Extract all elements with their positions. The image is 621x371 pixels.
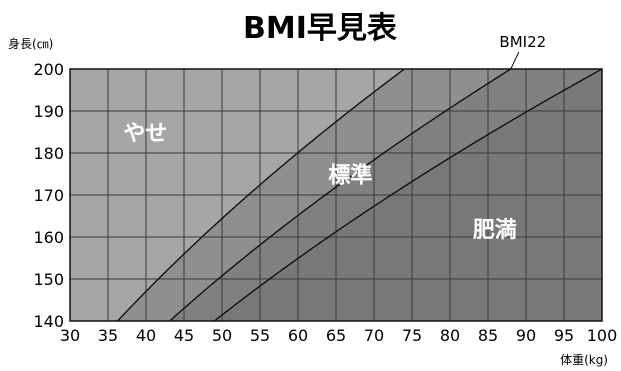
x-axis-label: 体重(kg) [560,353,608,367]
x-tick-label-85: 85 [478,326,498,345]
x-tick-label-35: 35 [98,326,118,345]
y-tick-labels: 140 150 160 170 180 190 200 [33,60,64,331]
y-tick-label-200: 200 [33,60,64,79]
x-tick-labels: 30 35 40 45 50 55 60 65 70 75 80 85 90 95 100 [60,326,617,345]
plot-frame [69,68,603,322]
region-label-1: やせ [123,121,167,146]
y-tick-label-190: 190 [33,102,64,121]
x-tick-label-80: 80 [440,326,460,345]
bmi-curve-1 [117,68,405,322]
x-tick-label-100: 100 [587,326,618,345]
y-tick-label-170: 170 [33,186,64,205]
x-tick-label-75: 75 [402,326,422,345]
x-tick-label-95: 95 [554,326,574,345]
curve-label-leader [510,51,520,70]
y-tick-label-150: 150 [33,270,64,289]
bmi-curves: BMI22 [117,33,603,322]
y-tick-label-180: 180 [33,144,64,163]
x-tick-label-55: 55 [250,326,270,345]
x-tick-label-50: 50 [212,326,232,345]
x-tick-label-30: 30 [60,326,80,345]
x-tick-label-70: 70 [364,326,384,345]
x-tick-label-45: 45 [174,326,194,345]
y-tick-label-160: 160 [33,228,64,247]
chart-title: BMI早見表 [243,11,397,46]
region-label-3: 肥満 [473,217,517,243]
y-axis-label: 身長(㎝) [8,36,53,51]
bmi-curve-2 [169,68,512,322]
bmi-curve-3 [213,68,603,322]
x-tick-label-65: 65 [326,326,346,345]
y-tick-label-140: 140 [33,312,64,331]
curve-label-bmi22: BMI22 [499,33,546,51]
x-tick-label-40: 40 [136,326,156,345]
region-label-2: 標準 [328,162,372,188]
x-tick-label-60: 60 [288,326,308,345]
x-tick-label-90: 90 [516,326,536,345]
